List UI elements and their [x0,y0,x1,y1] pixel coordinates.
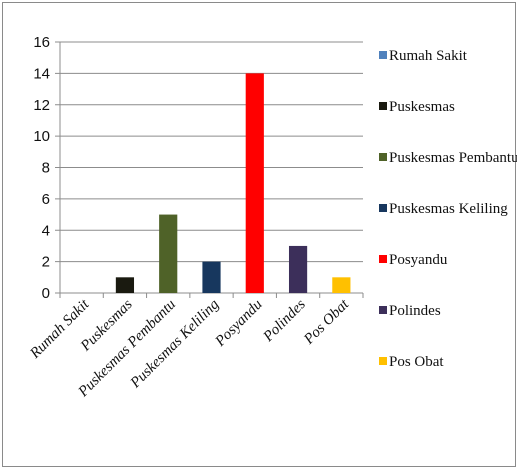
bar-chart: 0 2 4 6 8 10 12 14 16 Rumah Sakit Puskesmas Puskes… [27,34,517,401]
x-tick-label: Rumah Sakit [27,296,94,363]
legend: Rumah Sakit Puskesmas Puskesmas Pembantu Pu… [379,48,517,370]
y-tick-label: 8 [42,160,50,177]
y-axis-ticks: 0 2 4 6 8 10 12 14 16 [33,34,50,302]
y-tick-label: 0 [42,285,50,302]
chart-frame: 0 2 4 6 8 10 12 14 16 Rumah Sakit Puskesmas Puskes… [2,2,517,467]
gridlines [60,41,363,263]
legend-label: Puskesmas Keliling [389,201,508,217]
axes [55,41,364,298]
legend-label: Posyandu [389,252,448,268]
bars [115,73,351,293]
bar [288,245,308,293]
bar [202,261,221,293]
legend-label: Polindes [389,303,441,319]
bar [159,214,178,293]
y-tick-label: 6 [42,191,50,208]
y-tick-label: 4 [42,222,50,239]
legend-swatch [379,204,387,212]
bar [245,73,264,293]
legend-swatch [379,102,387,110]
legend-swatch [379,357,387,365]
bar [332,277,351,293]
y-tick-label: 10 [33,128,50,145]
x-tick-label: Polindes [260,296,309,345]
bar [115,277,135,293]
y-tick-label: 2 [42,254,50,271]
y-tick-label: 16 [33,34,50,51]
legend-label: Puskesmas [389,99,455,115]
legend-swatch [379,306,387,314]
legend-swatch [379,255,387,263]
y-tick-label: 14 [33,65,50,82]
legend-swatch [379,153,387,161]
legend-label: Puskesmas Pembantu [389,150,517,166]
legend-label: Rumah Sakit [389,48,468,64]
y-tick-label: 12 [33,97,50,114]
legend-swatch [379,51,387,59]
x-tick-label: Posyandu [212,297,266,351]
legend-label: Pos Obat [389,354,444,370]
x-tick-label: Pos Obat [300,296,352,348]
